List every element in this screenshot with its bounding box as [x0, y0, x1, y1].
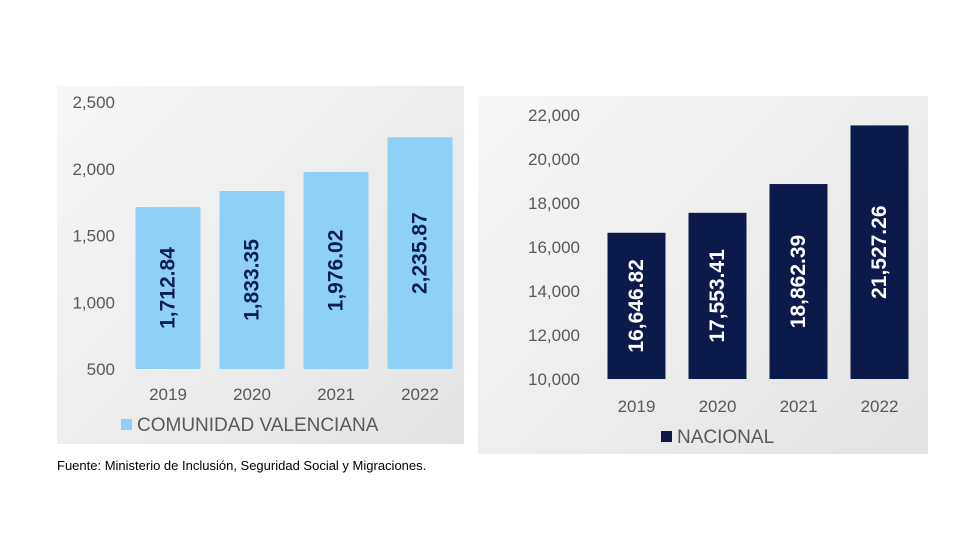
x-tick-label-nacional-2022: 2022	[861, 397, 899, 416]
bar-nacional-2020	[688, 212, 747, 379]
data-label-cv-2020: 1,833.35	[241, 239, 264, 321]
y-tick-label-nacional-22000: 22,000	[528, 106, 580, 125]
y-tick-label-nacional-14000: 14,000	[528, 282, 580, 301]
data-label-nacional-2019: 16,646.82	[625, 259, 648, 352]
y-tick-label-cv-500: 500	[87, 360, 115, 379]
legend-swatch-nacional	[661, 431, 672, 442]
data-label-nacional-2020: 17,553.41	[706, 249, 729, 343]
bar-nacional-2019	[607, 232, 666, 379]
data-label-nacional-2021: 18,862.39	[787, 235, 810, 328]
x-tick-label-nacional-2019: 2019	[618, 397, 656, 416]
bar-cv-2019	[135, 207, 201, 369]
y-tick-label-nacional-16000: 16,000	[528, 238, 580, 257]
source-note: Fuente: Ministerio de Inclusión, Segurid…	[57, 458, 427, 473]
bar-nacional-2022	[850, 125, 909, 379]
x-tick-label-cv-2019: 2019	[149, 385, 187, 404]
y-tick-label-nacional-18000: 18,000	[528, 194, 580, 213]
bar-cv-2021	[303, 171, 369, 369]
data-label-nacional-2022: 21,527.26	[868, 205, 891, 298]
legend-label-nacional: NACIONAL	[677, 427, 774, 448]
x-tick-label-nacional-2021: 2021	[780, 397, 818, 416]
y-tick-label-cv-2500: 2,500	[72, 93, 115, 112]
bar-cv-2020	[219, 190, 285, 369]
data-label-cv-2019: 1,712.84	[157, 247, 180, 329]
x-tick-label-cv-2020: 2020	[233, 385, 271, 404]
bar-cv-2022	[387, 137, 453, 369]
legend-swatch-cv	[121, 419, 132, 430]
data-label-cv-2022: 2,235.87	[409, 212, 432, 294]
y-tick-label-cv-2000: 2,000	[72, 160, 115, 179]
y-tick-label-nacional-10000: 10,000	[528, 370, 580, 389]
x-tick-label-cv-2021: 2021	[317, 385, 355, 404]
bar-nacional-2021	[769, 184, 828, 379]
y-tick-label-nacional-20000: 20,000	[528, 150, 580, 169]
legend-label-cv: COMUNIDAD VALENCIANA	[137, 415, 379, 436]
y-tick-label-nacional-12000: 12,000	[528, 326, 580, 345]
data-label-cv-2021: 1,976.02	[325, 230, 348, 312]
x-tick-label-nacional-2020: 2020	[699, 397, 737, 416]
x-tick-label-cv-2022: 2022	[401, 385, 439, 404]
y-tick-label-cv-1500: 1,500	[72, 227, 115, 246]
y-tick-label-cv-1000: 1,000	[72, 293, 115, 312]
